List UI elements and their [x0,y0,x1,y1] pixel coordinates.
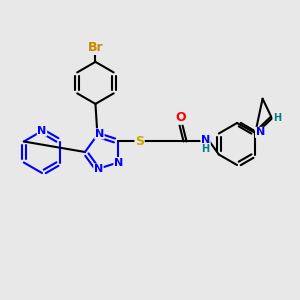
Text: H: H [202,144,210,154]
Text: N: N [256,128,265,137]
Text: H: H [273,113,281,123]
Text: Br: Br [88,41,103,54]
Text: N: N [94,164,103,174]
Text: N: N [114,158,123,168]
Text: S: S [135,135,144,148]
Text: N: N [95,129,104,139]
Text: N: N [201,135,210,146]
Text: O: O [175,111,186,124]
Text: N: N [38,126,46,136]
